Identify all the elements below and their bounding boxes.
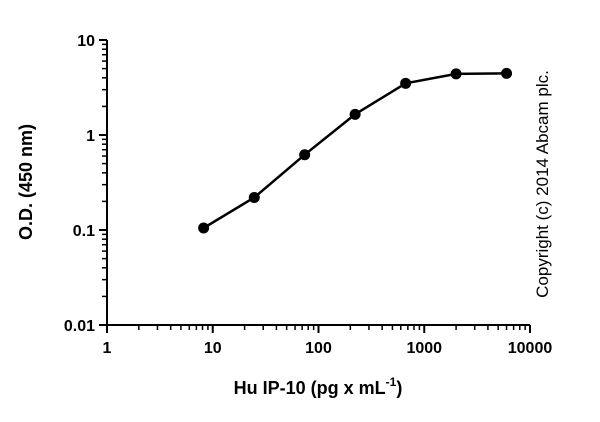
x-axis-tick-labels: 1 10 100 1000 10000 (103, 340, 553, 357)
x-axis-title-end: ) (396, 378, 402, 398)
data-point (198, 222, 210, 234)
y-axis-tick-labels: 0.01 0.1 1 10 (64, 33, 95, 335)
data-point (400, 77, 412, 89)
x-tick-label: 1 (103, 340, 112, 357)
y-tick-label: 10 (77, 33, 95, 50)
x-tick-label: 10 (204, 340, 222, 357)
x-tick-label: 1000 (406, 340, 442, 357)
x-axis-title-superscript: -1 (386, 375, 397, 389)
data-point (349, 108, 361, 120)
x-axis-title-main: Hu IP-10 (pg x mL (234, 378, 386, 398)
y-tick-label: 1 (86, 128, 95, 145)
data-point (299, 149, 311, 161)
y-axis-ticks (99, 39, 107, 326)
data-point (248, 191, 260, 203)
x-tick-label: 10000 (508, 340, 553, 357)
x-tick-label: 100 (305, 340, 332, 357)
y-tick-label: 0.01 (64, 318, 95, 335)
copyright-annotation: Copyright (c) 2014 Abcam plc. (533, 70, 552, 298)
series-line (202, 72, 507, 230)
series-points (198, 67, 513, 234)
x-axis-ticks (106, 325, 531, 333)
data-point (501, 67, 513, 79)
x-axis-title: Hu IP-10 (pg x mL-1) (234, 375, 403, 398)
y-axis-title: O.D. (450 nm) (16, 124, 36, 240)
y-tick-label: 0.1 (73, 223, 95, 240)
data-point (450, 68, 462, 80)
